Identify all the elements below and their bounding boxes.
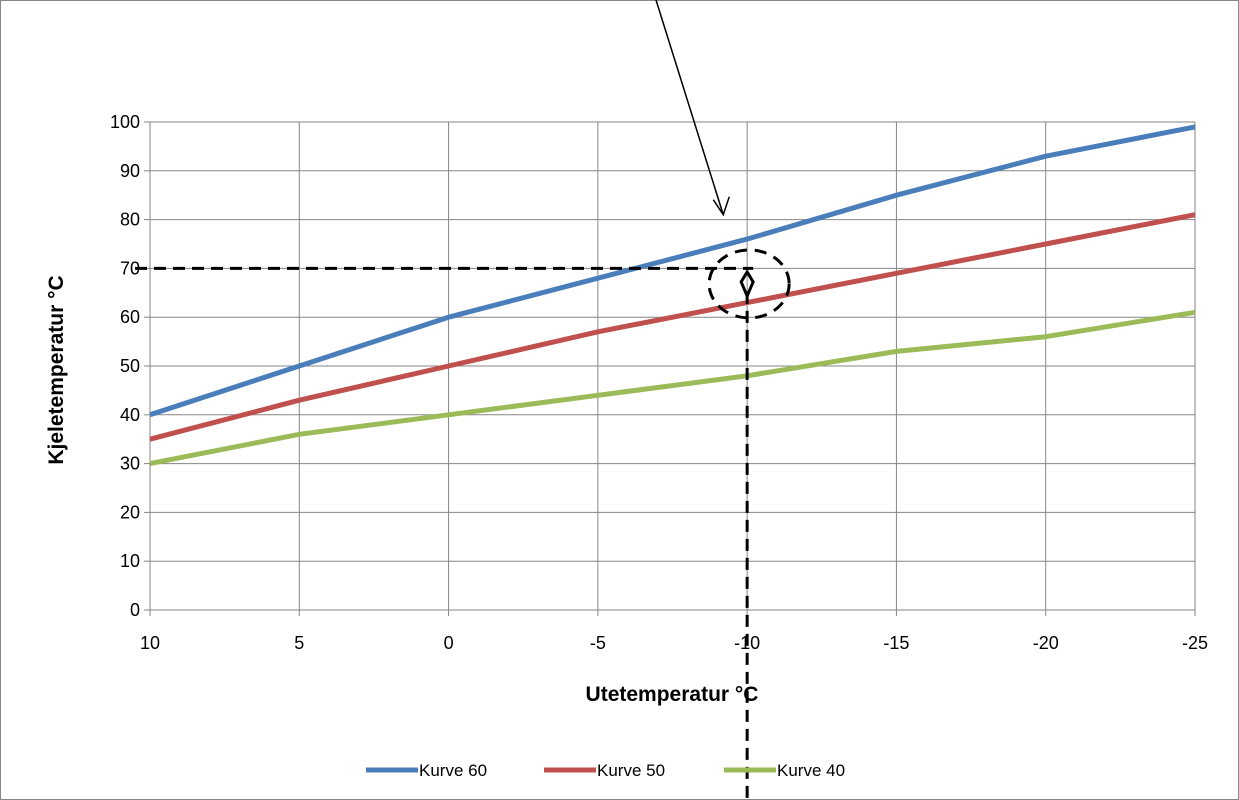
y-tick-label: 0 (130, 600, 140, 620)
y-axis-title: Kjeletemperatur °C (45, 275, 68, 464)
x-tick-label: 0 (444, 633, 454, 653)
y-tick-labels: 0 10 20 30 40 50 60 70 80 90 100 (110, 112, 140, 620)
y-tick-label: 60 (120, 307, 140, 327)
series-lines (149, 124, 1196, 467)
x-tick-label: -20 (1033, 633, 1059, 653)
highlight-circle (707, 248, 791, 320)
legend-label: Kurve 50 (597, 761, 665, 780)
legend-label: Kurve 40 (777, 761, 845, 780)
y-tick-label: 50 (120, 356, 140, 376)
highlight-marker (739, 269, 755, 300)
y-tick-label: 10 (120, 551, 140, 571)
x-tick-label: -5 (590, 633, 606, 653)
y-tick-label: 100 (110, 112, 140, 132)
series-line-3 (149, 309, 1196, 467)
annotations (135, 0, 791, 800)
y-tick-label: 70 (120, 258, 140, 278)
x-tick-label: -25 (1182, 633, 1208, 653)
legend: Kurve 60 Kurve 50 Kurve 40 (366, 761, 845, 780)
x-tick-label: 5 (294, 633, 304, 653)
series-line-1 (149, 124, 1196, 418)
x-tick-label: 10 (140, 633, 160, 653)
legend-item: Kurve 50 (544, 761, 665, 780)
x-axis-title: Utetemperatur °C (586, 683, 759, 706)
legend-item: Kurve 60 (366, 761, 487, 780)
y-tick-label: 20 (120, 502, 140, 522)
legend-item: Kurve 40 (724, 761, 845, 780)
pointer-arrow-line (655, 0, 724, 215)
series-line-2 (149, 212, 1196, 442)
x-tick-label: -15 (883, 633, 909, 653)
y-tick-label: 80 (120, 210, 140, 230)
y-tick-label: 90 (120, 161, 140, 181)
pointer-arrow-head (712, 196, 730, 217)
legend-label: Kurve 60 (419, 761, 487, 780)
y-tick-label: 30 (120, 454, 140, 474)
y-tick-label: 40 (120, 405, 140, 425)
